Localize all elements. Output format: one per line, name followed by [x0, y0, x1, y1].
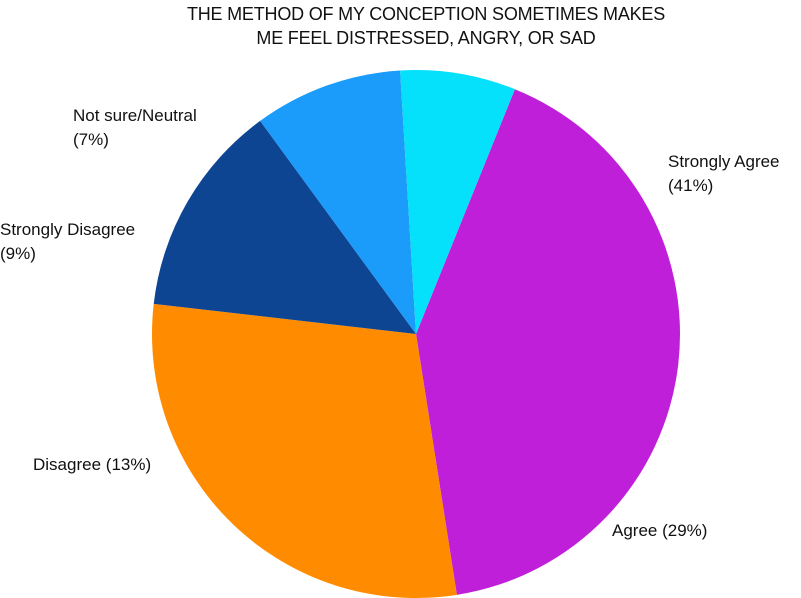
- label-agree-name: Agree: [612, 521, 658, 540]
- label-disagree-text: Disagree (13%): [33, 453, 151, 477]
- label-disagree: Disagree (13%): [33, 453, 151, 477]
- chart-title-line-1: THE METHOD OF MY CONCEPTION SOMETIMES MA…: [186, 4, 666, 24]
- label-agree-value: (29%): [662, 521, 708, 540]
- label-disagree-value: (13%): [105, 455, 152, 474]
- pie-slice-strongly-agree: [416, 89, 681, 595]
- label-agree: Agree (29%): [612, 519, 707, 543]
- pie-slice-strongly-disagree: [260, 70, 416, 335]
- label-strongly-agree-name: Strongly Agree: [668, 152, 780, 171]
- chart-title-line-2: ME FEEL DISTRESSED, ANGRY, OR SAD: [256, 28, 596, 48]
- label-agree-text: Agree (29%): [612, 519, 707, 543]
- pie-slice-agree: [152, 303, 457, 598]
- label-strongly-disagree-name: Strongly Disagree: [0, 220, 136, 239]
- chart-title: THE METHOD OF MY CONCEPTION SOMETIMES MA…: [0, 2, 801, 50]
- label-not-sure-neutral-value: (7%): [73, 130, 109, 149]
- label-not-sure-neutral: Not sure/Neutral (7%): [73, 104, 197, 152]
- label-not-sure-neutral-name: Not sure/Neutral: [73, 106, 197, 125]
- label-strongly-agree-value: (41%): [668, 176, 714, 195]
- label-strongly-agree: Strongly Agree (41%): [668, 150, 780, 198]
- label-disagree-name: Disagree: [33, 455, 102, 474]
- pie-slice-not-sure-neutral: [400, 70, 515, 334]
- pie-slice-disagree: [153, 120, 416, 334]
- label-strongly-disagree: Strongly Disagree (9%): [0, 218, 135, 266]
- label-strongly-disagree-value: (9%): [0, 244, 36, 263]
